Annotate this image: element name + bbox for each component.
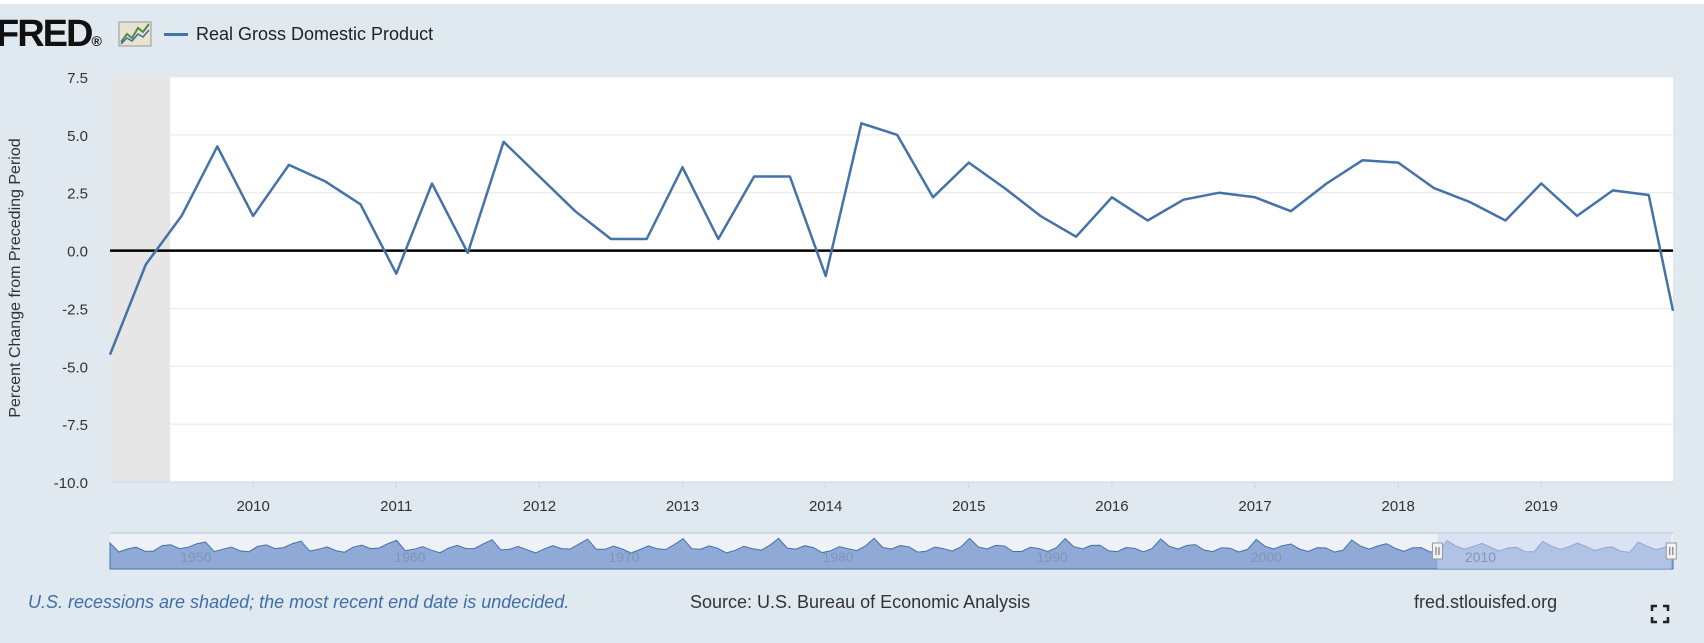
graph-icon (118, 21, 152, 47)
chart-area: 7.5 5.0 2.5 0.0 -2.5 -5.0 -7.5 -10.0 2010 2011 201… (54, 70, 1677, 570)
navigator-handle-left[interactable] (1431, 542, 1443, 560)
navigator-tick-label: 1970 (608, 549, 639, 565)
navigator-selection (1437, 533, 1672, 569)
plot-background (110, 77, 1673, 482)
navigator-series (109, 537, 1674, 570)
handle-body (1431, 542, 1443, 560)
chart-header: FRED® Real Gross Domestic Product (0, 10, 700, 58)
navigator-tick-label: 2000 (1251, 549, 1282, 565)
y-tick-label: 0.0 (67, 244, 88, 261)
y-tick-label: 2.5 (67, 186, 88, 203)
x-tick-label: 2010 (236, 498, 269, 515)
x-tick-label: 2011 (380, 498, 412, 515)
y-tick-label: -5.0 (62, 359, 88, 376)
y-tick-label: -10.0 (54, 475, 88, 492)
x-tick-label: 2017 (1238, 498, 1271, 515)
navigator-tick-label: 1990 (1037, 549, 1068, 565)
legend-swatch (164, 32, 188, 36)
x-tick-label: 2015 (952, 498, 985, 515)
recession-note: U.S. recessions are shaded; the most rec… (28, 592, 570, 612)
y-tick-label: 5.0 (67, 128, 88, 145)
series-line (108, 122, 1675, 356)
legend-label: Real Gross Domestic Product (196, 23, 434, 44)
y-tick-label: 7.5 (67, 70, 88, 87)
legend-item[interactable]: Real Gross Domestic Product (164, 20, 433, 48)
y-tick-label: -7.5 (62, 417, 88, 434)
fullscreen-icon[interactable] (1650, 604, 1670, 624)
fred-logo[interactable]: FRED® (0, 13, 102, 55)
navigator-tick-label: 1980 (823, 549, 854, 565)
handle-body (1665, 542, 1677, 560)
source-text: Source: U.S. Bureau of Economic Analysis (690, 592, 1031, 612)
x-tick-label: 2019 (1525, 498, 1558, 515)
x-tick-label: 2012 (523, 498, 556, 515)
navigator-handle-right[interactable] (1665, 542, 1677, 560)
navigator-tick-label: 1950 (180, 549, 211, 565)
x-tick-label: 2013 (666, 498, 699, 515)
navigator-tick-label: 2010 (1465, 549, 1496, 565)
navigator-tick-label: 1960 (394, 549, 425, 565)
site-link[interactable]: fred.stlouisfed.org (1414, 592, 1558, 612)
top-strip (0, 0, 1704, 4)
y-tick-label: -2.5 (62, 301, 88, 318)
x-tick-label: 2016 (1095, 498, 1128, 515)
x-tick-label: 2014 (809, 498, 842, 515)
x-tick-label: 2018 (1381, 498, 1414, 515)
